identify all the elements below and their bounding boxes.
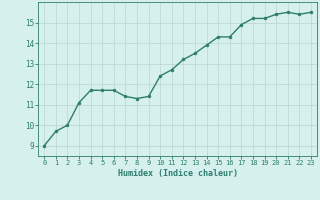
X-axis label: Humidex (Indice chaleur): Humidex (Indice chaleur) — [118, 169, 238, 178]
